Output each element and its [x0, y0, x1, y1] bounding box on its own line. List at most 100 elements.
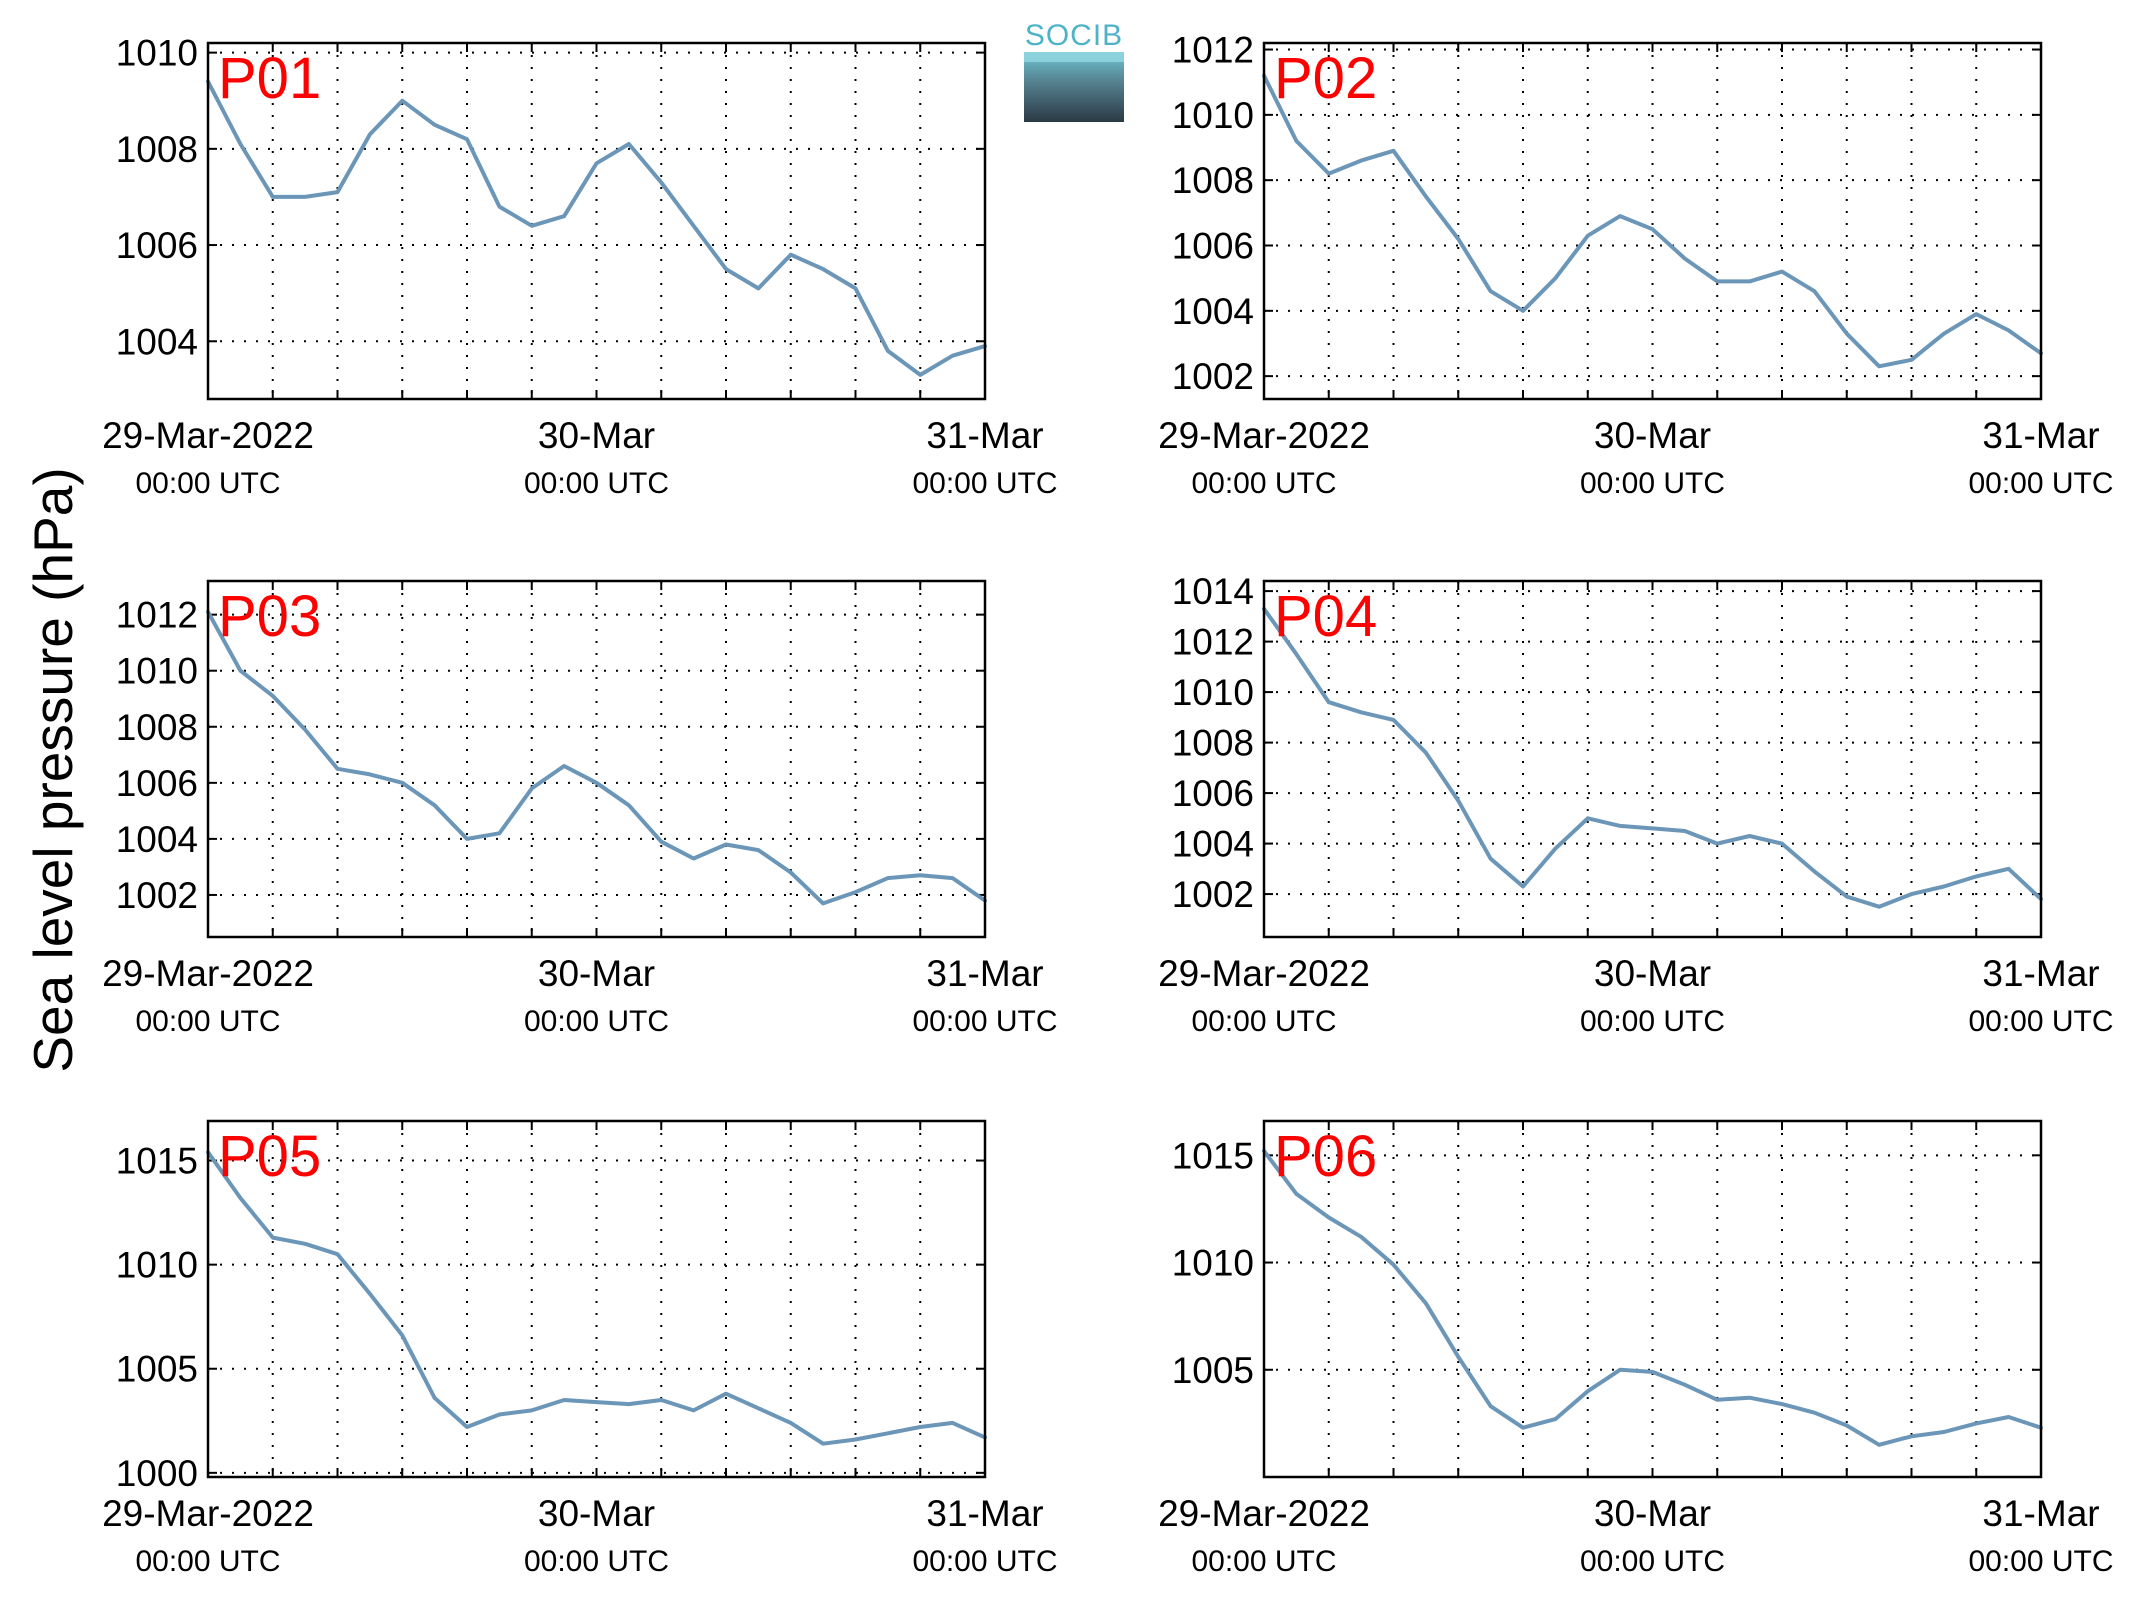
- y-tick-label: 1005: [116, 1349, 198, 1390]
- axes-frame: [1262, 41, 2043, 401]
- x-tick-date-label: 31-Mar: [1982, 953, 2099, 994]
- axes-frame: [1262, 1119, 2043, 1479]
- logo-wave: [1024, 52, 1124, 62]
- plot-area: [208, 581, 985, 937]
- y-tick-label: 1012: [1172, 622, 1254, 663]
- x-tick-date-label: 31-Mar: [926, 1493, 1043, 1534]
- y-tick-label: 1004: [1172, 291, 1254, 332]
- y-tick-label: 1006: [116, 225, 198, 266]
- y-axis-label: Sea level pressure (hPa): [22, 467, 84, 1072]
- y-tick-label: 1014: [1172, 571, 1254, 612]
- plot-area: [1264, 581, 2041, 937]
- x-tick-date-label: 30-Mar: [538, 1493, 655, 1534]
- series-line-p01: [206, 79, 987, 377]
- series-line-p02: [1262, 73, 2043, 369]
- x-tick-date-label: 29-Mar-2022: [1158, 953, 1370, 994]
- series-line-p06: [1262, 1149, 2043, 1447]
- y-tick-label: 1006: [1172, 225, 1254, 266]
- x-tick-time-label: 00:00 UTC: [1580, 1005, 1725, 1038]
- x-tick-time-label: 00:00 UTC: [912, 1005, 1057, 1038]
- x-tick-date-label: 29-Mar-2022: [102, 953, 314, 994]
- series-line-p03: [206, 609, 987, 906]
- panel-label: P03: [218, 584, 321, 649]
- x-tick-time-label: 00:00 UTC: [1191, 1005, 1336, 1038]
- y-tick-label: 1005: [1172, 1350, 1254, 1391]
- x-tick-time-label: 00:00 UTC: [1968, 467, 2113, 500]
- panel-label: P02: [1274, 46, 1377, 111]
- x-tick-date-label: 31-Mar: [1982, 415, 2099, 456]
- axes-frame: [206, 579, 987, 939]
- y-tick-label: 1010: [116, 1245, 198, 1286]
- x-tick-time-label: 00:00 UTC: [135, 1005, 280, 1038]
- y-tick-label: 1008: [116, 707, 198, 748]
- plot-area: [208, 43, 985, 399]
- panel-p01: 1004 1006 1008 1010 P01 29-Mar-2022 00:00 UTC 3…: [102, 33, 1057, 500]
- axes-frame: [206, 41, 987, 401]
- x-tick-time-label: 00:00 UTC: [1968, 1545, 2113, 1578]
- panel-label: P05: [218, 1124, 321, 1189]
- x-tick-date-label: 29-Mar-2022: [1158, 415, 1370, 456]
- x-tick-time-label: 00:00 UTC: [524, 1545, 669, 1578]
- panel-label: P06: [1274, 1124, 1377, 1189]
- y-tick-label: 1010: [1172, 1243, 1254, 1284]
- x-tick-time-label: 00:00 UTC: [1191, 467, 1336, 500]
- x-tick-time-label: 00:00 UTC: [1968, 1005, 2113, 1038]
- y-tick-label: 1008: [1172, 723, 1254, 764]
- plot-area: [1264, 1121, 2041, 1477]
- axes-frame: [206, 1119, 987, 1479]
- y-tick-label: 1004: [116, 819, 198, 860]
- panel-p04: 1002 1004 1006 1008 1010 1012 1014 P04 29-Mar-20…: [1158, 571, 2113, 1038]
- y-tick-label: 1002: [116, 875, 198, 916]
- x-tick-date-label: 29-Mar-2022: [1158, 1493, 1370, 1534]
- x-tick-date-label: 31-Mar: [926, 415, 1043, 456]
- x-tick-time-label: 00:00 UTC: [1191, 1545, 1336, 1578]
- x-tick-time-label: 00:00 UTC: [524, 467, 669, 500]
- y-tick-label: 1010: [1172, 95, 1254, 136]
- y-tick-label: 1000: [116, 1453, 198, 1494]
- y-tick-label: 1008: [1172, 160, 1254, 201]
- y-tick-label: 1006: [116, 763, 198, 804]
- y-tick-label: 1015: [1172, 1135, 1254, 1176]
- x-tick-date-label: 30-Mar: [1594, 415, 1711, 456]
- y-tick-label: 1006: [1172, 773, 1254, 814]
- x-tick-date-label: 30-Mar: [538, 415, 655, 456]
- x-tick-date-label: 30-Mar: [1594, 953, 1711, 994]
- x-tick-time-label: 00:00 UTC: [1580, 1545, 1725, 1578]
- panel-label: P04: [1274, 584, 1377, 649]
- y-tick-label: 1010: [1172, 672, 1254, 713]
- axes-frame: [1262, 579, 2043, 939]
- y-tick-label: 1002: [1172, 874, 1254, 915]
- logo-graphic: [1024, 52, 1124, 122]
- plot-area: [208, 1121, 985, 1477]
- y-tick-label: 1004: [1172, 824, 1254, 865]
- x-tick-date-label: 30-Mar: [1594, 1493, 1711, 1534]
- panel-p05: 1000 1005 1010 1015 P05 29-Mar-2022 00:00 UTC 3…: [102, 1119, 1058, 1578]
- x-tick-time-label: 00:00 UTC: [524, 1005, 669, 1038]
- x-tick-date-label: 31-Mar: [926, 953, 1043, 994]
- y-tick-label: 1002: [1172, 356, 1254, 397]
- x-tick-date-label: 29-Mar-2022: [102, 1493, 314, 1534]
- y-tick-label: 1012: [1172, 30, 1254, 71]
- y-tick-label: 1015: [116, 1141, 198, 1182]
- x-tick-date-label: 31-Mar: [1982, 1493, 2099, 1534]
- panel-p03: 1002 1004 1006 1008 1010 1012 P03 29-Mar-2022 00…: [102, 579, 1058, 1038]
- x-tick-time-label: 00:00 UTC: [135, 467, 280, 500]
- socib-logo: SOCIB: [1024, 20, 1124, 122]
- y-tick-label: 1008: [116, 129, 198, 170]
- x-tick-date-label: 30-Mar: [538, 953, 655, 994]
- x-tick-time-label: 00:00 UTC: [1580, 467, 1725, 500]
- series-line-p05: [206, 1150, 987, 1446]
- y-tick-label: 1010: [116, 651, 198, 692]
- x-tick-time-label: 00:00 UTC: [912, 467, 1057, 500]
- series-line-p04: [1262, 606, 2043, 909]
- x-tick-time-label: 00:00 UTC: [135, 1545, 280, 1578]
- panel-p06: 1005 1010 1015 P06 29-Mar-2022 00:00 UTC 30-Ma…: [1158, 1119, 2114, 1578]
- panel-p02: 1002 1004 1006 1008 1010 1012 P02 29-Mar-2022 00…: [1158, 30, 2113, 500]
- y-tick-label: 1004: [116, 321, 198, 362]
- x-tick-date-label: 29-Mar-2022: [102, 415, 314, 456]
- x-tick-time-label: 00:00 UTC: [912, 1545, 1057, 1578]
- panel-label: P01: [218, 46, 321, 111]
- logo-text: SOCIB: [1024, 19, 1124, 52]
- plot-area: [1264, 43, 2041, 399]
